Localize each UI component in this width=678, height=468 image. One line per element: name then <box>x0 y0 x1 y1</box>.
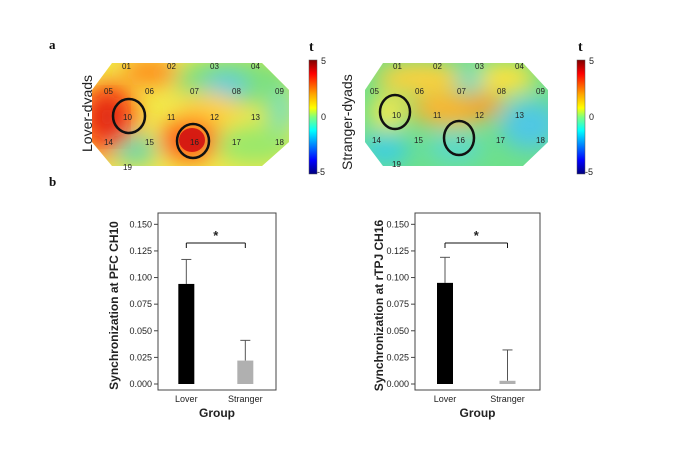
bar-stranger <box>237 360 254 384</box>
channel-label: 08 <box>232 87 241 96</box>
channel-label: 09 <box>536 87 545 96</box>
y-tick-label: 0.075 <box>386 299 409 309</box>
channel-label: 10 <box>392 111 401 120</box>
channel-label: 15 <box>414 136 423 145</box>
x-tick-label: Stranger <box>228 394 263 404</box>
map-row-label-lover: Lover-dyads <box>79 75 95 152</box>
channel-label: 10 <box>123 113 132 122</box>
panel-b-label: b <box>49 174 56 189</box>
channel-label: 11 <box>433 111 442 120</box>
channel-label: 08 <box>497 87 506 96</box>
channel-label: 15 <box>145 138 154 147</box>
y-axis-label: Synchronization at PFC CH10 <box>107 221 121 390</box>
plot-frame <box>414 212 541 391</box>
channel-label: 03 <box>210 62 219 71</box>
significance-star: * <box>213 228 219 243</box>
highlight-circle-ch16 <box>175 122 211 160</box>
channel-label: 04 <box>515 62 524 71</box>
channel-label: 13 <box>515 111 524 120</box>
significance-star: * <box>474 228 480 243</box>
plot-frame <box>157 212 277 391</box>
channel-label: 13 <box>251 113 260 122</box>
channel-label: 01 <box>393 62 402 71</box>
channel-label: 05 <box>104 87 113 96</box>
channel-label: 12 <box>475 111 484 120</box>
colorbar-tick: 5 <box>321 56 326 66</box>
x-axis-label: Group <box>199 406 235 420</box>
x-tick-label: Stranger <box>490 394 525 404</box>
channel-label: 07 <box>190 87 199 96</box>
channel-label: 19 <box>392 160 401 169</box>
y-tick-label: 0.150 <box>386 219 409 229</box>
colorbar-tick: 0 <box>589 112 594 122</box>
y-tick-label: 0.000 <box>386 379 409 389</box>
y-tick-label: 0.100 <box>129 273 152 283</box>
highlight-circle-ch16 <box>442 119 476 157</box>
channel-label: 18 <box>536 136 545 145</box>
bar-lover <box>437 282 453 384</box>
channel-label: 04 <box>251 62 260 71</box>
channel-label: 06 <box>145 87 154 96</box>
channel-label: 09 <box>275 87 284 96</box>
y-tick-label: 0.025 <box>129 352 152 362</box>
channel-label: 14 <box>372 136 381 145</box>
x-axis-label: Group <box>460 406 496 420</box>
y-tick-label: 0.075 <box>129 299 152 309</box>
channel-label: 11 <box>167 113 176 122</box>
y-tick-label: 0.125 <box>129 246 152 256</box>
stranger-heatmap <box>365 63 548 166</box>
colorbar-left <box>308 59 318 175</box>
channel-label: 17 <box>232 138 241 147</box>
map-row-label-stranger: Stranger-dyads <box>339 74 355 170</box>
y-axis-label: Synchronization at rTPJ CH16 <box>372 219 386 391</box>
lover-channel-labels: 01 02 03 04 05 06 07 08 09 10 11 12 13 1… <box>104 62 284 172</box>
x-tick-label: Lover <box>434 394 457 404</box>
colorbar-tick: 0 <box>321 112 326 122</box>
highlight-circle-ch10 <box>111 97 147 135</box>
colorbar-tick: 5 <box>589 56 594 66</box>
channel-label: 12 <box>210 113 219 122</box>
stranger-channel-labels: 01 02 03 04 05 06 07 08 09 10 11 12 13 1… <box>370 62 545 169</box>
y-tick-label: 0.050 <box>386 326 409 336</box>
colorbar-title-left: t <box>309 40 314 55</box>
channel-label: 19 <box>123 163 132 172</box>
panel-a-label: a <box>49 37 56 52</box>
channel-label: 05 <box>370 87 379 96</box>
y-tick-label: 0.100 <box>386 273 409 283</box>
channel-label: 06 <box>415 87 424 96</box>
bar-stranger <box>499 380 516 384</box>
y-tick-label: 0.025 <box>386 352 409 362</box>
lover-heatmap <box>92 63 289 166</box>
y-tick-label: 0.000 <box>129 379 152 389</box>
channel-label: 16 <box>456 136 465 145</box>
colorbar-title-right: t <box>578 40 583 55</box>
y-tick-label: 0.050 <box>129 326 152 336</box>
channel-label: 18 <box>275 138 284 147</box>
bar-chart-pfc-ch10: 0.000 0.025 0.050 0.075 0.100 0.125 0.150 Lover… <box>107 212 277 420</box>
bar-lover <box>178 283 195 384</box>
channel-label: 01 <box>122 62 131 71</box>
channel-label: 02 <box>433 62 442 71</box>
colorbar-tick: -5 <box>317 167 325 177</box>
y-tick-label: 0.150 <box>129 219 152 229</box>
colorbar-right <box>576 59 586 175</box>
channel-label: 14 <box>104 138 113 147</box>
channel-label: 03 <box>475 62 484 71</box>
channel-label: 16 <box>190 138 199 147</box>
colorbar-tick: -5 <box>585 167 593 177</box>
channel-label: 02 <box>167 62 176 71</box>
y-tick-label: 0.125 <box>386 246 409 256</box>
x-tick-label: Lover <box>175 394 198 404</box>
channel-label: 07 <box>457 87 466 96</box>
highlight-circle-ch10 <box>378 93 412 131</box>
bar-chart-rtpj-ch16: 0.000 0.025 0.050 0.075 0.100 0.125 0.150 Lover… <box>372 212 541 420</box>
channel-label: 17 <box>496 136 505 145</box>
